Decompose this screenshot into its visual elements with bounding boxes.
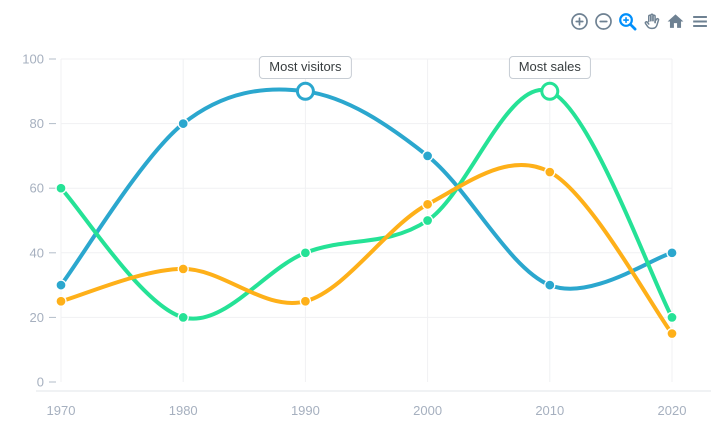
annotation-point-marker[interactable] [295,81,315,101]
data-point-marker[interactable] [177,263,189,275]
data-point-marker[interactable] [55,279,67,291]
y-axis-label: 80 [30,116,44,131]
y-axis-label: 60 [30,181,44,196]
data-point-marker[interactable] [299,247,312,259]
line-series-green [59,87,674,321]
y-axis-label: 100 [22,52,44,67]
x-axis-label: 1990 [291,403,320,418]
data-point-marker[interactable] [666,327,678,340]
zoom-in-icon[interactable] [569,11,589,31]
data-point-marker[interactable] [544,279,556,291]
x-axis-label: 2020 [658,403,687,418]
pan-icon[interactable] [641,11,661,31]
y-axis-label: 40 [30,245,44,260]
chart-toolbar [569,11,709,31]
data-point-marker[interactable] [55,182,67,194]
data-point-marker[interactable] [421,150,434,162]
x-axis-label: 2000 [413,403,442,418]
line-series-orange [59,162,674,336]
x-axis-label: 1980 [169,403,198,418]
data-point-marker[interactable] [421,198,434,211]
data-point-marker[interactable] [666,247,678,259]
annotation-point-marker[interactable] [540,81,560,101]
menu-icon[interactable] [689,11,709,31]
data-point-marker[interactable] [544,166,556,178]
selection-zoom-icon[interactable] [617,11,637,31]
home-icon[interactable] [665,11,685,31]
data-point-marker[interactable] [666,311,678,324]
data-point-marker[interactable] [55,295,67,307]
data-point-marker[interactable] [299,295,312,307]
zoom-out-icon[interactable] [593,11,613,31]
data-point-marker[interactable] [177,117,189,130]
x-axis-label: 1970 [47,403,76,418]
x-axis-label: 2010 [535,403,564,418]
y-axis-label: 20 [30,310,44,325]
data-point-marker[interactable] [177,311,189,324]
y-axis-label: 0 [37,375,44,390]
data-point-marker[interactable] [421,214,434,227]
